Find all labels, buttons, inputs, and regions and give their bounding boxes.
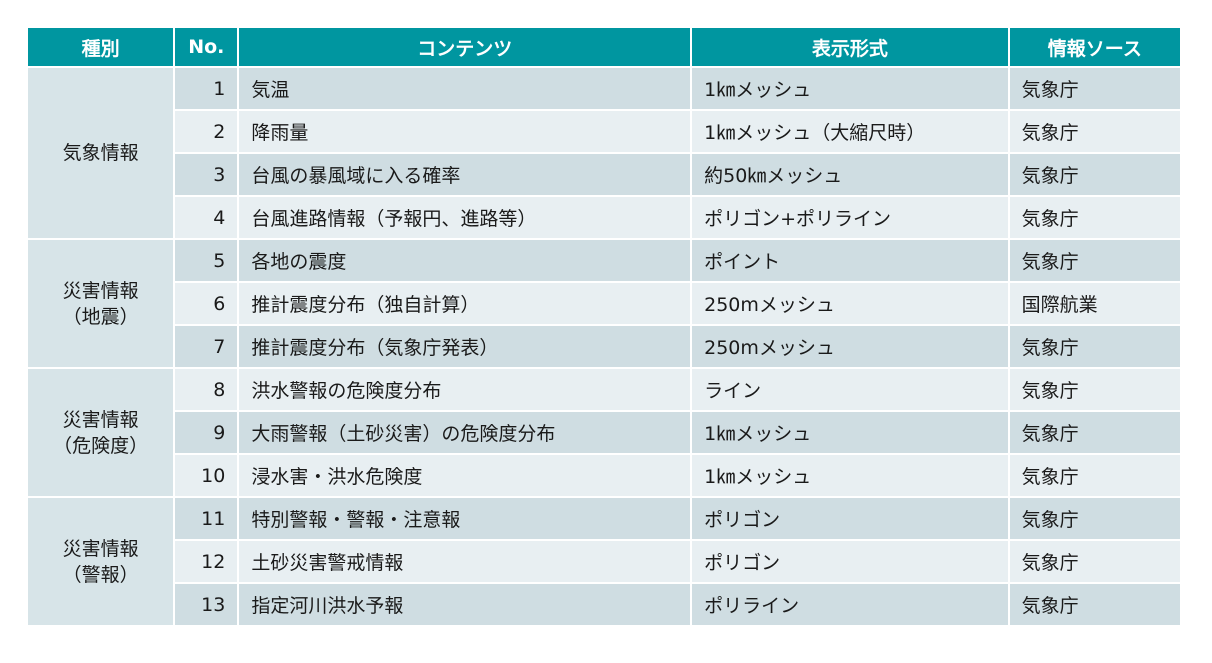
- table-row: 気象情報 1 気温 1㎞メッシュ 気象庁: [28, 68, 1180, 238]
- row-no: 3: [175, 154, 238, 195]
- row-no: 4: [175, 197, 238, 238]
- row-content: 台風の暴風域に入る確率: [239, 154, 691, 195]
- row-content: 特別警報・警報・注意報: [239, 498, 691, 539]
- table-row: 9 大雨警報（土砂災害）の危険度分布 1㎞メッシュ 気象庁: [28, 412, 1180, 453]
- row-format: 250mメッシュ: [692, 283, 1008, 324]
- row-no: 12: [175, 541, 238, 582]
- row-content: 推計震度分布（独自計算）: [239, 283, 691, 324]
- kind-sublabel: （警報）: [62, 563, 139, 586]
- row-content: 気温: [239, 68, 691, 109]
- kind-label: 災害情報: [62, 537, 139, 560]
- row-source: 気象庁: [1009, 154, 1180, 195]
- row-content: 浸水害・洪水危険度: [239, 455, 691, 496]
- table-row: 災害情報 （警報） 11 特別警報・警報・注意報 ポリゴン 気象庁: [28, 498, 1180, 625]
- table-row: 6 推計震度分布（独自計算） 250mメッシュ 国際航業: [28, 283, 1180, 324]
- table-row: 4 台風進路情報（予報円、進路等） ポリゴン+ポリライン 気象庁: [28, 197, 1180, 238]
- row-source: 気象庁: [1009, 111, 1180, 152]
- kind-cell-weather: 気象情報: [28, 68, 174, 238]
- row-format: 1㎞メッシュ: [692, 68, 1008, 109]
- row-no: 5: [175, 240, 238, 281]
- row-format: ポリライン: [692, 584, 1008, 625]
- row-format: 約50㎞メッシュ: [692, 154, 1008, 195]
- kind-cell-earthquake: 災害情報 （地震）: [28, 240, 174, 367]
- header-format: 表示形式: [692, 28, 1008, 66]
- row-format: ライン: [692, 369, 1008, 410]
- row-no: 10: [175, 455, 238, 496]
- table-row: 3 台風の暴風域に入る確率 約50㎞メッシュ 気象庁: [28, 154, 1180, 195]
- row-format: ポリゴン+ポリライン: [692, 197, 1008, 238]
- row-content: 各地の震度: [239, 240, 691, 281]
- row-no: 1: [175, 68, 238, 109]
- kind-sublabel: （危険度）: [53, 434, 149, 457]
- table-row: 2 降雨量 1㎞メッシュ（大縮尺時） 気象庁: [28, 111, 1180, 152]
- row-no: 6: [175, 283, 238, 324]
- table-row: 災害情報 （危険度） 8 洪水警報の危険度分布 ライン 気象庁: [28, 369, 1180, 496]
- kind-cell-warning: 災害情報 （警報）: [28, 498, 174, 625]
- kind-cell-risk: 災害情報 （危険度）: [28, 369, 174, 496]
- table-row: 12 土砂災害警戒情報 ポリゴン 気象庁: [28, 541, 1180, 582]
- row-format: ポイント: [692, 240, 1008, 281]
- row-format: 250mメッシュ: [692, 326, 1008, 367]
- row-source: 気象庁: [1009, 240, 1180, 281]
- row-format: ポリゴン: [692, 541, 1008, 582]
- row-no: 7: [175, 326, 238, 367]
- row-source: 気象庁: [1009, 541, 1180, 582]
- header-no: No.: [175, 28, 238, 66]
- table-row: 10 浸水害・洪水危険度 1㎞メッシュ 気象庁: [28, 455, 1180, 496]
- row-content: 降雨量: [239, 111, 691, 152]
- row-content: 推計震度分布（気象庁発表）: [239, 326, 691, 367]
- row-no: 9: [175, 412, 238, 453]
- kind-label: 災害情報: [62, 408, 139, 431]
- row-no: 11: [175, 498, 238, 539]
- table-row: 13 指定河川洪水予報 ポリライン 気象庁: [28, 584, 1180, 625]
- table-row: 災害情報 （地震） 5 各地の震度 ポイント 気象庁: [28, 240, 1180, 367]
- row-content: 洪水警報の危険度分布: [239, 369, 691, 410]
- kind-label: 災害情報: [62, 279, 139, 302]
- row-content: 土砂災害警戒情報: [239, 541, 691, 582]
- row-source: 気象庁: [1009, 68, 1180, 109]
- contents-table: 種別 No. コンテンツ 表示形式 情報ソース 気象情報 1 気温 1㎞メッシュ…: [26, 26, 1182, 627]
- row-source: 気象庁: [1009, 326, 1180, 367]
- row-format: ポリゴン: [692, 498, 1008, 539]
- row-format: 1㎞メッシュ（大縮尺時）: [692, 111, 1008, 152]
- row-content: 大雨警報（土砂災害）の危険度分布: [239, 412, 691, 453]
- row-content: 指定河川洪水予報: [239, 584, 691, 625]
- header-content: コンテンツ: [239, 28, 691, 66]
- row-no: 13: [175, 584, 238, 625]
- kind-sublabel: （地震）: [62, 305, 139, 328]
- row-source: 国際航業: [1009, 283, 1180, 324]
- row-format: 1㎞メッシュ: [692, 455, 1008, 496]
- header-kind: 種別: [28, 28, 174, 66]
- row-source: 気象庁: [1009, 584, 1180, 625]
- row-no: 2: [175, 111, 238, 152]
- table-header-row: 種別 No. コンテンツ 表示形式 情報ソース: [28, 28, 1180, 66]
- row-source: 気象庁: [1009, 197, 1180, 238]
- row-source: 気象庁: [1009, 412, 1180, 453]
- row-content: 台風進路情報（予報円、進路等）: [239, 197, 691, 238]
- row-source: 気象庁: [1009, 498, 1180, 539]
- row-no: 8: [175, 369, 238, 410]
- kind-label: 気象情報: [62, 142, 139, 164]
- row-format: 1㎞メッシュ: [692, 412, 1008, 453]
- row-source: 気象庁: [1009, 455, 1180, 496]
- row-source: 気象庁: [1009, 369, 1180, 410]
- header-source: 情報ソース: [1009, 28, 1180, 66]
- table-row: 7 推計震度分布（気象庁発表） 250mメッシュ 気象庁: [28, 326, 1180, 367]
